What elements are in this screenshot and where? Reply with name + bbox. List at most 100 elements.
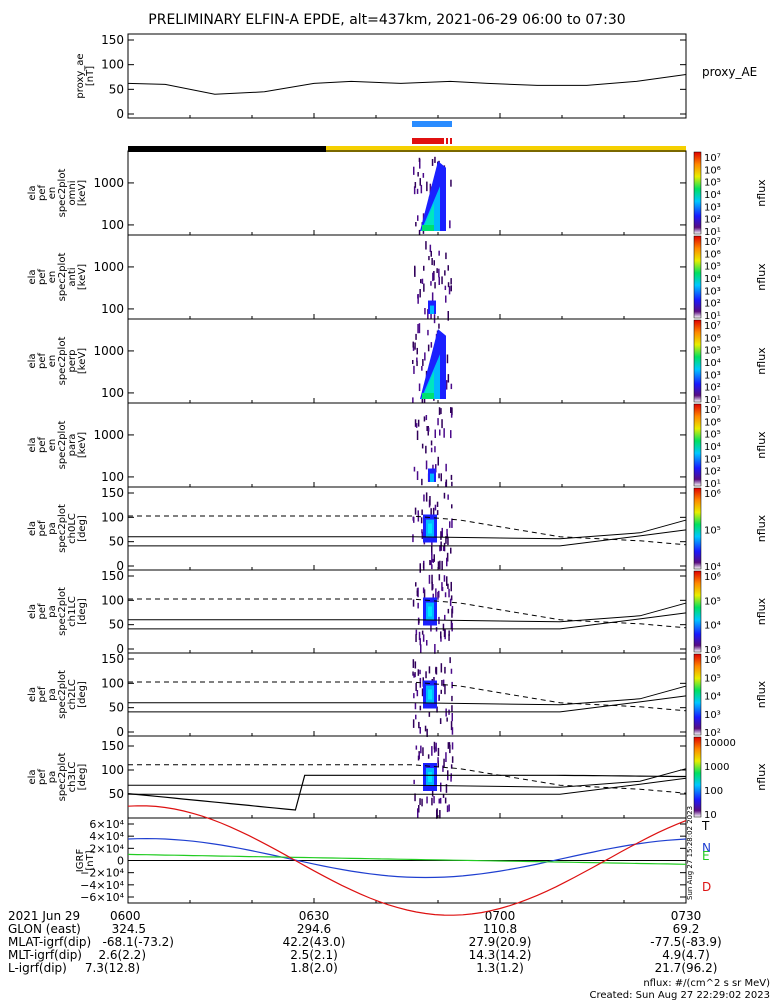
colorbar-tick-label: 10³ bbox=[704, 370, 721, 381]
colorbar bbox=[693, 235, 702, 319]
y-axis-label: [keV] bbox=[77, 348, 88, 374]
spec-core bbox=[421, 186, 440, 231]
colorbar-label: nflux bbox=[755, 597, 768, 625]
spec-pixel bbox=[442, 623, 445, 631]
colorbar-tick-label: 10⁵ bbox=[704, 526, 721, 537]
spec-pixel bbox=[415, 629, 418, 636]
orbit-time-0730: 0730 bbox=[671, 909, 702, 923]
spec-pixel bbox=[417, 808, 419, 819]
y-tick-label: 100 bbox=[101, 58, 124, 72]
spec-pixel bbox=[430, 250, 432, 257]
spec-pixel bbox=[444, 270, 446, 276]
spec-pixel bbox=[423, 283, 425, 292]
spec-pixel bbox=[414, 702, 417, 710]
spec-pixel bbox=[451, 727, 454, 735]
anti-loss-cone-line bbox=[128, 602, 687, 623]
spec-pixel bbox=[440, 531, 442, 540]
colorbar-tick-label: 10⁷ bbox=[704, 153, 721, 164]
loss-cone-line bbox=[128, 681, 687, 712]
spec-pixel bbox=[428, 711, 431, 717]
spec-pixel bbox=[429, 496, 431, 506]
orbit-value: 42.2(43.0) bbox=[283, 935, 346, 949]
spec-pixel bbox=[444, 666, 446, 674]
spec-pixel bbox=[427, 329, 429, 336]
colorbar-tick-label: 10¹ bbox=[704, 395, 721, 406]
spec-pixel bbox=[436, 510, 439, 516]
y-tick-label: 150 bbox=[101, 486, 124, 500]
y-axis-label: spec2plot bbox=[57, 169, 68, 218]
spec-pixel bbox=[443, 629, 446, 638]
spec-pixel bbox=[432, 558, 434, 563]
proxy-ae-line bbox=[127, 74, 687, 95]
spec-pixel bbox=[439, 797, 442, 804]
spec-pixel bbox=[420, 745, 422, 754]
spec-pixel bbox=[441, 419, 443, 429]
spec-pixel bbox=[418, 805, 420, 813]
colorbar-tick-label: 10⁴ bbox=[704, 358, 721, 369]
colorbar-tick-label: 10⁶ bbox=[704, 417, 721, 428]
spec-pixel bbox=[437, 747, 440, 757]
spec-pixel bbox=[437, 760, 439, 768]
y-tick-label: 1000 bbox=[93, 176, 124, 190]
spec-core bbox=[428, 772, 432, 782]
spec-pixel bbox=[416, 347, 418, 355]
spec-pixel bbox=[427, 309, 429, 319]
spec-pixel bbox=[412, 719, 415, 728]
spec-pixel bbox=[431, 292, 434, 302]
y-tick-label: −2×10⁴ bbox=[80, 867, 124, 880]
spec-pixel bbox=[415, 423, 418, 428]
spec-pixel bbox=[441, 560, 443, 570]
spec-pixel bbox=[415, 333, 417, 340]
y-axis-label: para bbox=[67, 434, 78, 457]
panel-frame bbox=[127, 234, 687, 320]
spec-pixel bbox=[441, 276, 443, 285]
spec-pixel bbox=[440, 782, 442, 792]
spec-pixel bbox=[418, 631, 421, 640]
spec-pixel bbox=[446, 552, 449, 562]
spec-pixel bbox=[417, 215, 419, 221]
y-axis-label: en bbox=[47, 271, 58, 284]
spec-pixel bbox=[430, 440, 433, 446]
spec-pixel bbox=[421, 531, 424, 540]
spec-pixel bbox=[431, 159, 434, 166]
spec-pixel bbox=[431, 552, 433, 563]
spec-pixel bbox=[426, 426, 428, 431]
colorbar bbox=[693, 653, 702, 736]
spec-pixel bbox=[413, 365, 415, 374]
series-label-t: T bbox=[701, 819, 710, 833]
spec-pixel bbox=[445, 479, 448, 487]
y-axis-label: spec2plot bbox=[57, 587, 68, 636]
panel-frame bbox=[127, 150, 687, 236]
y-tick-label: 1000 bbox=[93, 260, 124, 274]
spec-pixel bbox=[438, 694, 440, 701]
colorbar bbox=[693, 319, 702, 403]
loss-cone-line bbox=[128, 598, 687, 629]
spec-pixel bbox=[419, 158, 421, 169]
spec-pixel bbox=[433, 796, 435, 804]
spec-pixel bbox=[422, 587, 425, 594]
spec-pixel bbox=[427, 344, 430, 352]
spec-pixel bbox=[438, 473, 440, 479]
spec-pixel bbox=[421, 509, 423, 516]
orbit-row-label: MLT-igrf(dip) bbox=[8, 948, 82, 962]
y-tick-label: −6×10⁴ bbox=[80, 891, 124, 904]
y-tick-label: 100 bbox=[101, 676, 124, 690]
spec-pixel bbox=[414, 342, 416, 350]
spec-pixel bbox=[426, 640, 428, 646]
spec-pixel bbox=[447, 536, 449, 546]
spec-pixel bbox=[433, 741, 436, 750]
spec-pixel bbox=[431, 581, 433, 591]
panel-frame bbox=[127, 318, 687, 404]
data-availability-bar bbox=[412, 138, 444, 144]
spec-pixel bbox=[451, 622, 453, 632]
spec-pixel bbox=[438, 590, 440, 598]
spec-pixel bbox=[421, 798, 423, 807]
spec-pixel bbox=[446, 576, 448, 586]
spec-pixel bbox=[447, 742, 450, 749]
colorbar-tick-label: 10³ bbox=[704, 710, 721, 721]
orbit-value: 324.5 bbox=[112, 922, 146, 936]
spec-pixel bbox=[415, 683, 417, 692]
spec-pixel bbox=[419, 669, 421, 675]
orbit-value: 69.2 bbox=[673, 922, 700, 936]
